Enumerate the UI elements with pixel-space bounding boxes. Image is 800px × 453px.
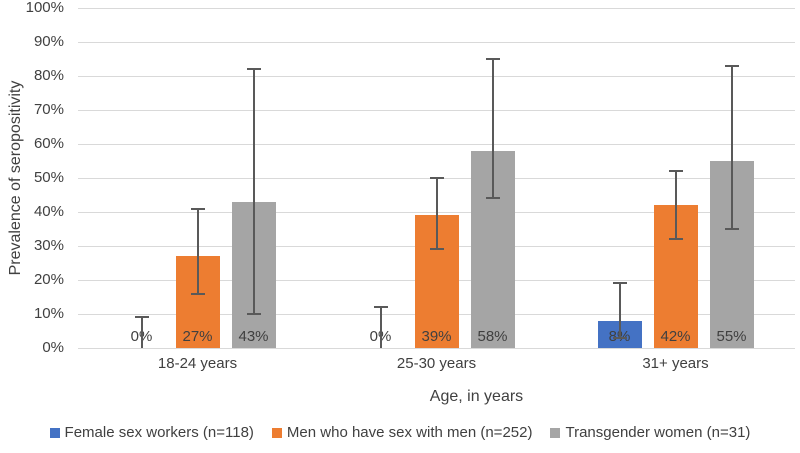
error-bar-cap-top (373, 306, 388, 309)
legend-label: Men who have sex with men (n=252) (286, 424, 533, 441)
error-bar-cap-top (134, 316, 149, 319)
error-bar-cap-top (668, 170, 683, 173)
error-bar-cap-bottom (190, 292, 205, 295)
gridline (78, 7, 795, 9)
bar-data-label: 42% (660, 328, 691, 345)
y-tick-label: 60% (33, 135, 64, 152)
y-tick-label: 0% (42, 339, 64, 356)
legend-swatch (550, 427, 561, 438)
error-bar (196, 208, 199, 294)
y-tick-label: 20% (33, 271, 64, 288)
bar-data-label: 55% (716, 328, 747, 345)
error-bar-cap-top (190, 207, 205, 210)
error-bar-cap-top (724, 64, 739, 67)
y-tick-label: 90% (33, 33, 64, 50)
y-tick-label: 10% (33, 305, 64, 322)
y-tick-label: 100% (25, 0, 64, 16)
error-bar-cap-top (612, 282, 627, 285)
y-tick-label: 80% (33, 67, 64, 84)
gridline (78, 75, 795, 77)
error-bar-cap-top (246, 68, 261, 71)
error-bar-cap-bottom (429, 248, 444, 251)
y-tick-label: 30% (33, 237, 64, 254)
x-axis-title: Age, in years (429, 388, 524, 405)
plot-area: 0%0%8%27%39%42%43%58%55% (78, 7, 795, 349)
error-bar-cap-bottom (485, 197, 500, 200)
y-tick-label: 70% (33, 101, 64, 118)
error-bar (730, 65, 733, 229)
error-bar (140, 317, 143, 348)
gridline (78, 143, 795, 145)
bar-data-label: 27% (182, 328, 213, 345)
x-category-label: 31+ years (642, 355, 709, 372)
error-bar (491, 59, 494, 199)
gridline (78, 109, 795, 111)
legend-item: Transgender women (n=31) (550, 424, 750, 441)
error-bar-cap-bottom (668, 238, 683, 241)
error-bar (618, 283, 621, 338)
error-bar (674, 171, 677, 240)
error-bar-cap-bottom (724, 228, 739, 230)
error-bar-cap-top (429, 177, 444, 179)
error-bar (379, 307, 382, 348)
legend-swatch (49, 427, 60, 438)
error-bar-cap-top (485, 58, 500, 60)
gridline (78, 41, 795, 43)
x-category-label: 25-30 years (396, 355, 477, 372)
bar-data-label: 58% (477, 328, 508, 345)
y-axis-tick-labels: 0% 10% 20% 30% 40% 50% 60% 70% 80% 90% 100% (0, 0, 70, 453)
legend-item: Men who have sex with men (n=252) (271, 424, 533, 441)
error-bar-cap-bottom (246, 313, 261, 315)
bar-data-label: 39% (421, 328, 452, 345)
legend-swatch (271, 427, 282, 438)
bar-data-label: 43% (238, 328, 269, 345)
x-axis-category-labels: 18-24 years 25-30 years 31+ years (78, 355, 795, 372)
x-category-label: 18-24 years (157, 355, 238, 372)
error-bar (435, 178, 438, 250)
y-tick-label: 50% (33, 169, 64, 186)
legend: Female sex workers (n=118) Men who have s… (0, 424, 800, 441)
error-bar-cap-bottom (612, 336, 627, 339)
error-bar (252, 69, 255, 314)
y-tick-label: 40% (33, 203, 64, 220)
legend-label: Transgender women (n=31) (565, 424, 751, 441)
legend-label: Female sex workers (n=118) (64, 424, 254, 441)
gridline (78, 347, 795, 349)
legend-item: Female sex workers (n=118) (49, 424, 254, 441)
